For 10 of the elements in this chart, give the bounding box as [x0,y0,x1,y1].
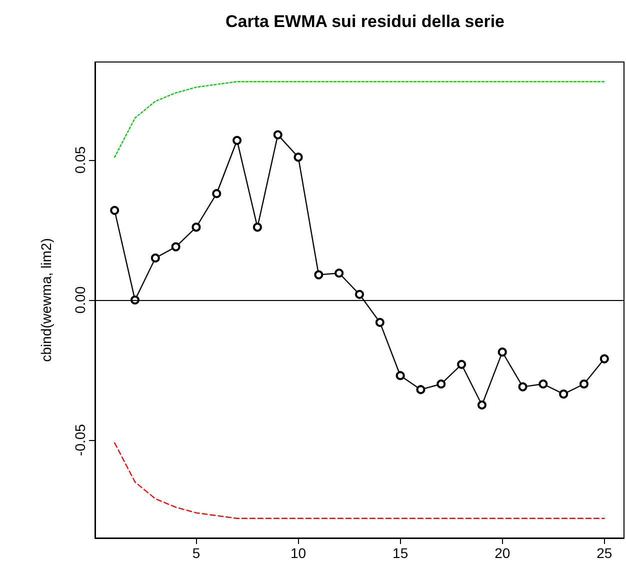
chart-title: Carta EWMA sui residui della serie [225,12,505,31]
x-tick-label: 10 [290,545,306,561]
x-tick-label: 5 [192,545,200,561]
y-tick-label: -0.05 [72,424,88,456]
y-tick-label: 0.00 [72,286,88,314]
x-tick-label: 25 [596,545,612,561]
x-tick-label: 15 [392,545,408,561]
x-tick-label: 20 [494,545,510,561]
y-tick-label: 0.05 [72,146,88,174]
y-axis-title: cbind(wewma, lim2) [38,238,54,362]
